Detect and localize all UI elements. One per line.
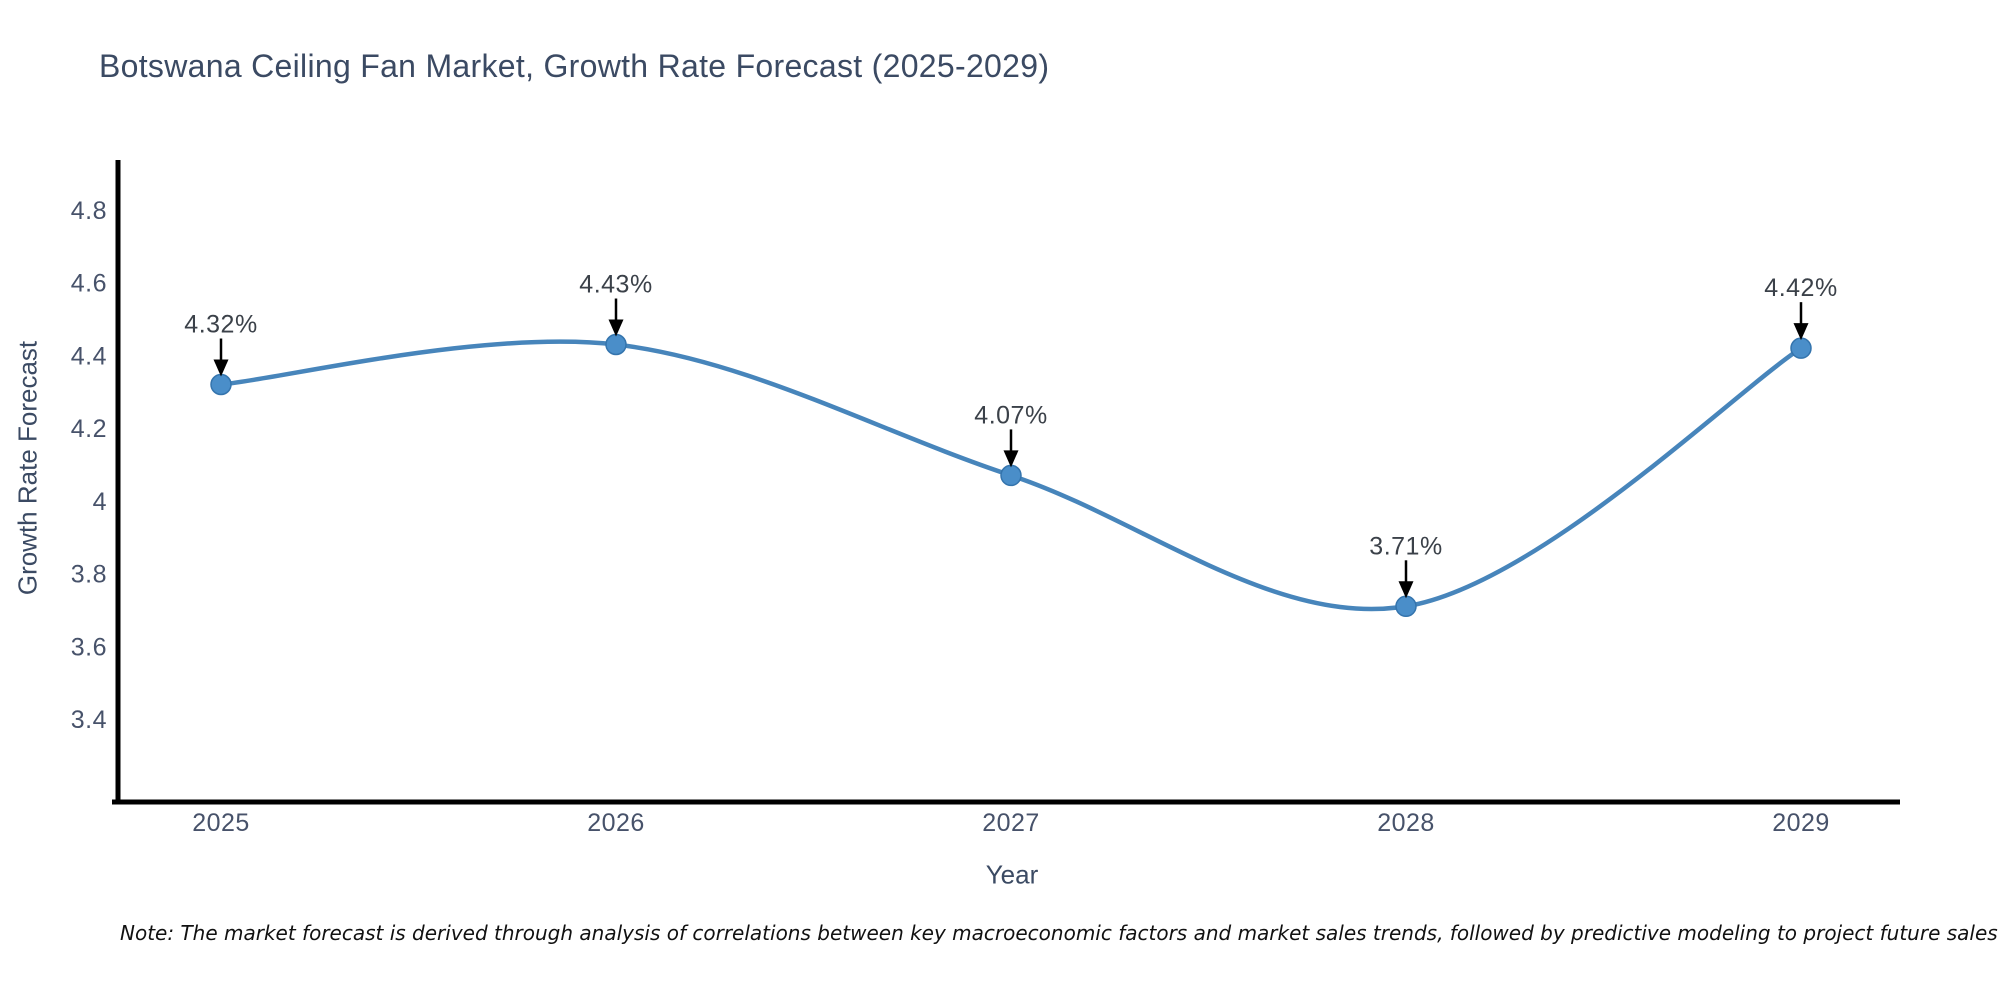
annotation-arrow-head: [1398, 581, 1414, 599]
data-point-marker: [1790, 337, 1812, 359]
y-tick-label: 4.4: [71, 342, 107, 370]
y-tick-label: 4.6: [71, 270, 107, 298]
data-point-marker: [605, 333, 627, 356]
footnote: Note: The market forecast is derived thr…: [120, 921, 1998, 945]
data-point-marker: [210, 373, 232, 396]
data-point-marker: [1000, 464, 1022, 487]
chart-title: Botswana Ceiling Fan Market, Growth Rate…: [99, 48, 1050, 84]
x-tick-label: 2027: [982, 809, 1040, 837]
annotation-arrow-head: [213, 359, 229, 377]
y-tick-label: 3.4: [71, 706, 107, 734]
annotation-label: 4.32%: [184, 311, 257, 339]
annotation-arrow-head: [608, 319, 624, 337]
annotation-arrow-head: [1793, 323, 1809, 341]
y-tick-label: 4.2: [71, 415, 107, 443]
x-tick-label: 2029: [1772, 809, 1830, 837]
y-tick-label: 3.6: [71, 633, 107, 661]
y-tick-label: 4.8: [71, 197, 107, 225]
annotation-arrow-head: [1003, 450, 1019, 468]
x-tick-label: 2025: [192, 809, 250, 837]
x-tick-label: 2026: [587, 809, 645, 837]
annotation-label: 4.43%: [579, 271, 652, 299]
y-tick-label: 4: [93, 488, 107, 516]
x-axis-title: Year: [985, 859, 1039, 890]
y-tick-label: 3.8: [71, 561, 107, 589]
data-point-marker: [1395, 595, 1417, 618]
annotation-label: 4.07%: [974, 401, 1047, 429]
annotation-label: 4.42%: [1764, 274, 1837, 302]
annotation-label: 3.71%: [1369, 532, 1442, 560]
x-tick-label: 2028: [1377, 809, 1435, 837]
